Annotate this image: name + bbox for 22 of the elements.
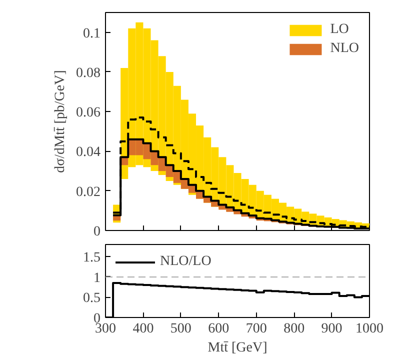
x-tick-label: 700 <box>246 322 267 336</box>
x-tick-label: 400 <box>132 322 154 336</box>
y-tick-label: 0.04 <box>76 145 100 160</box>
y-axis-title: dσ/dMtt̄ [pb/GeV] <box>53 70 68 173</box>
y-tick-label: 0.08 <box>76 66 100 81</box>
x-tick-label: 500 <box>170 322 192 336</box>
legend-label: NLO/LO <box>160 254 212 270</box>
x-tick-label: 300 <box>95 322 116 336</box>
y-tick-label: 0.06 <box>76 106 100 121</box>
x-tick-label: 1000 <box>356 322 384 336</box>
y-tick-label: 1 <box>94 270 100 286</box>
y-tick-label: 1.5 <box>83 250 100 266</box>
x-axis-title: Mtt̄ [GeV] <box>208 340 268 356</box>
legend-label: NLO <box>330 41 359 57</box>
y-tick-label: 0.1 <box>83 26 100 42</box>
x-tick-label: 900 <box>321 322 342 336</box>
x-tick-label: 600 <box>208 322 230 336</box>
y-tick-label: 0.02 <box>76 184 100 200</box>
legend-label: LO <box>330 22 350 38</box>
x-tick-label: 800 <box>284 322 305 336</box>
y-tick-label: 0.5 <box>83 291 100 306</box>
y-tick-label: 0 <box>94 224 100 240</box>
